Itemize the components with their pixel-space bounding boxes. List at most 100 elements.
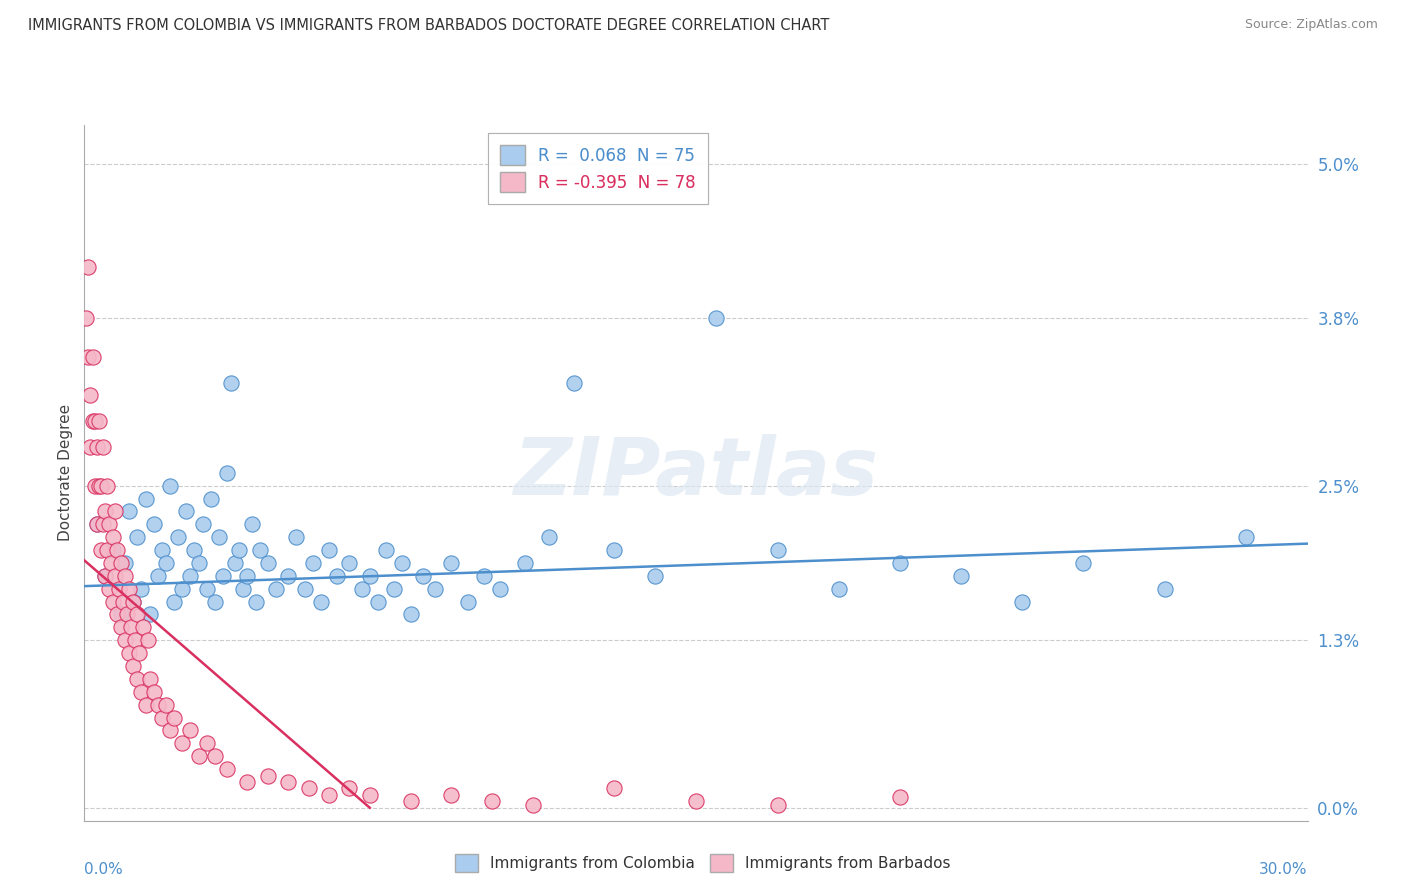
Point — [122, 594, 145, 608]
Point — [257, 768, 280, 782]
Point — [391, 556, 413, 570]
Point — [827, 582, 849, 596]
Point — [179, 569, 201, 583]
Point — [122, 594, 145, 608]
Point — [440, 788, 463, 802]
Point — [150, 543, 173, 558]
Point — [124, 633, 146, 648]
Point — [101, 543, 124, 558]
Point — [1011, 594, 1033, 608]
Point — [249, 543, 271, 558]
Point — [104, 569, 127, 583]
Point — [86, 440, 108, 454]
Point — [200, 491, 222, 506]
Point — [167, 530, 190, 544]
Point — [87, 414, 110, 428]
Point — [399, 794, 422, 808]
Point — [138, 672, 160, 686]
Point — [104, 504, 127, 518]
Point — [950, 569, 973, 583]
Point — [90, 478, 112, 492]
Point — [294, 582, 316, 596]
Y-axis label: Doctorate Degree: Doctorate Degree — [58, 404, 73, 541]
Point — [93, 569, 115, 583]
Point — [159, 478, 181, 492]
Point — [83, 414, 105, 428]
Point — [257, 556, 280, 570]
Point — [127, 672, 149, 686]
Text: 30.0%: 30.0% — [1260, 862, 1308, 877]
Point — [489, 582, 512, 596]
Point — [118, 504, 141, 518]
Point — [457, 594, 479, 608]
Point — [217, 466, 239, 480]
Point — [481, 794, 503, 808]
Point — [135, 491, 157, 506]
Point — [399, 607, 422, 622]
Point — [132, 620, 155, 634]
Point — [172, 582, 194, 596]
Point — [93, 504, 115, 518]
Point — [232, 582, 254, 596]
Point — [236, 569, 259, 583]
Point — [135, 698, 157, 712]
Point — [204, 594, 226, 608]
Point — [240, 517, 263, 532]
Point — [382, 582, 405, 596]
Point — [142, 685, 165, 699]
Text: IMMIGRANTS FROM COLOMBIA VS IMMIGRANTS FROM BARBADOS DOCTORATE DEGREE CORRELATIO: IMMIGRANTS FROM COLOMBIA VS IMMIGRANTS F… — [28, 18, 830, 33]
Point — [93, 569, 115, 583]
Point — [522, 798, 544, 813]
Point — [208, 530, 231, 544]
Point — [339, 556, 360, 570]
Point — [603, 543, 626, 558]
Point — [87, 478, 110, 492]
Point — [889, 790, 911, 805]
Point — [82, 350, 104, 364]
Point — [219, 376, 242, 390]
Point — [114, 556, 136, 570]
Point — [91, 517, 114, 532]
Point — [212, 569, 235, 583]
Point — [159, 723, 181, 738]
Point — [127, 530, 149, 544]
Point — [603, 781, 626, 796]
Point — [155, 556, 177, 570]
Point — [277, 775, 299, 789]
Point — [90, 543, 112, 558]
Point — [142, 517, 165, 532]
Point — [110, 620, 132, 634]
Point — [101, 594, 124, 608]
Point — [77, 350, 100, 364]
Point — [101, 530, 124, 544]
Point — [217, 762, 239, 776]
Point — [150, 710, 173, 724]
Point — [685, 794, 707, 808]
Point — [706, 311, 728, 326]
Point — [236, 775, 259, 789]
Point — [412, 569, 434, 583]
Point — [163, 594, 186, 608]
Point — [440, 556, 463, 570]
Point — [318, 788, 340, 802]
Point — [766, 543, 789, 558]
Point — [83, 478, 105, 492]
Text: Source: ZipAtlas.com: Source: ZipAtlas.com — [1244, 18, 1378, 31]
Point — [131, 685, 153, 699]
Point — [309, 594, 332, 608]
Point — [120, 620, 142, 634]
Point — [766, 798, 789, 813]
Point — [359, 569, 381, 583]
Point — [96, 478, 118, 492]
Point — [118, 582, 141, 596]
Point — [174, 504, 197, 518]
Point — [91, 440, 114, 454]
Point — [118, 646, 141, 660]
Point — [127, 607, 149, 622]
Legend: R =  0.068  N = 75, R = -0.395  N = 78: R = 0.068 N = 75, R = -0.395 N = 78 — [488, 133, 707, 204]
Legend: Immigrants from Colombia, Immigrants from Barbados: Immigrants from Colombia, Immigrants fro… — [447, 846, 959, 880]
Point — [179, 723, 201, 738]
Point — [204, 749, 226, 764]
Point — [122, 659, 145, 673]
Point — [562, 376, 585, 390]
